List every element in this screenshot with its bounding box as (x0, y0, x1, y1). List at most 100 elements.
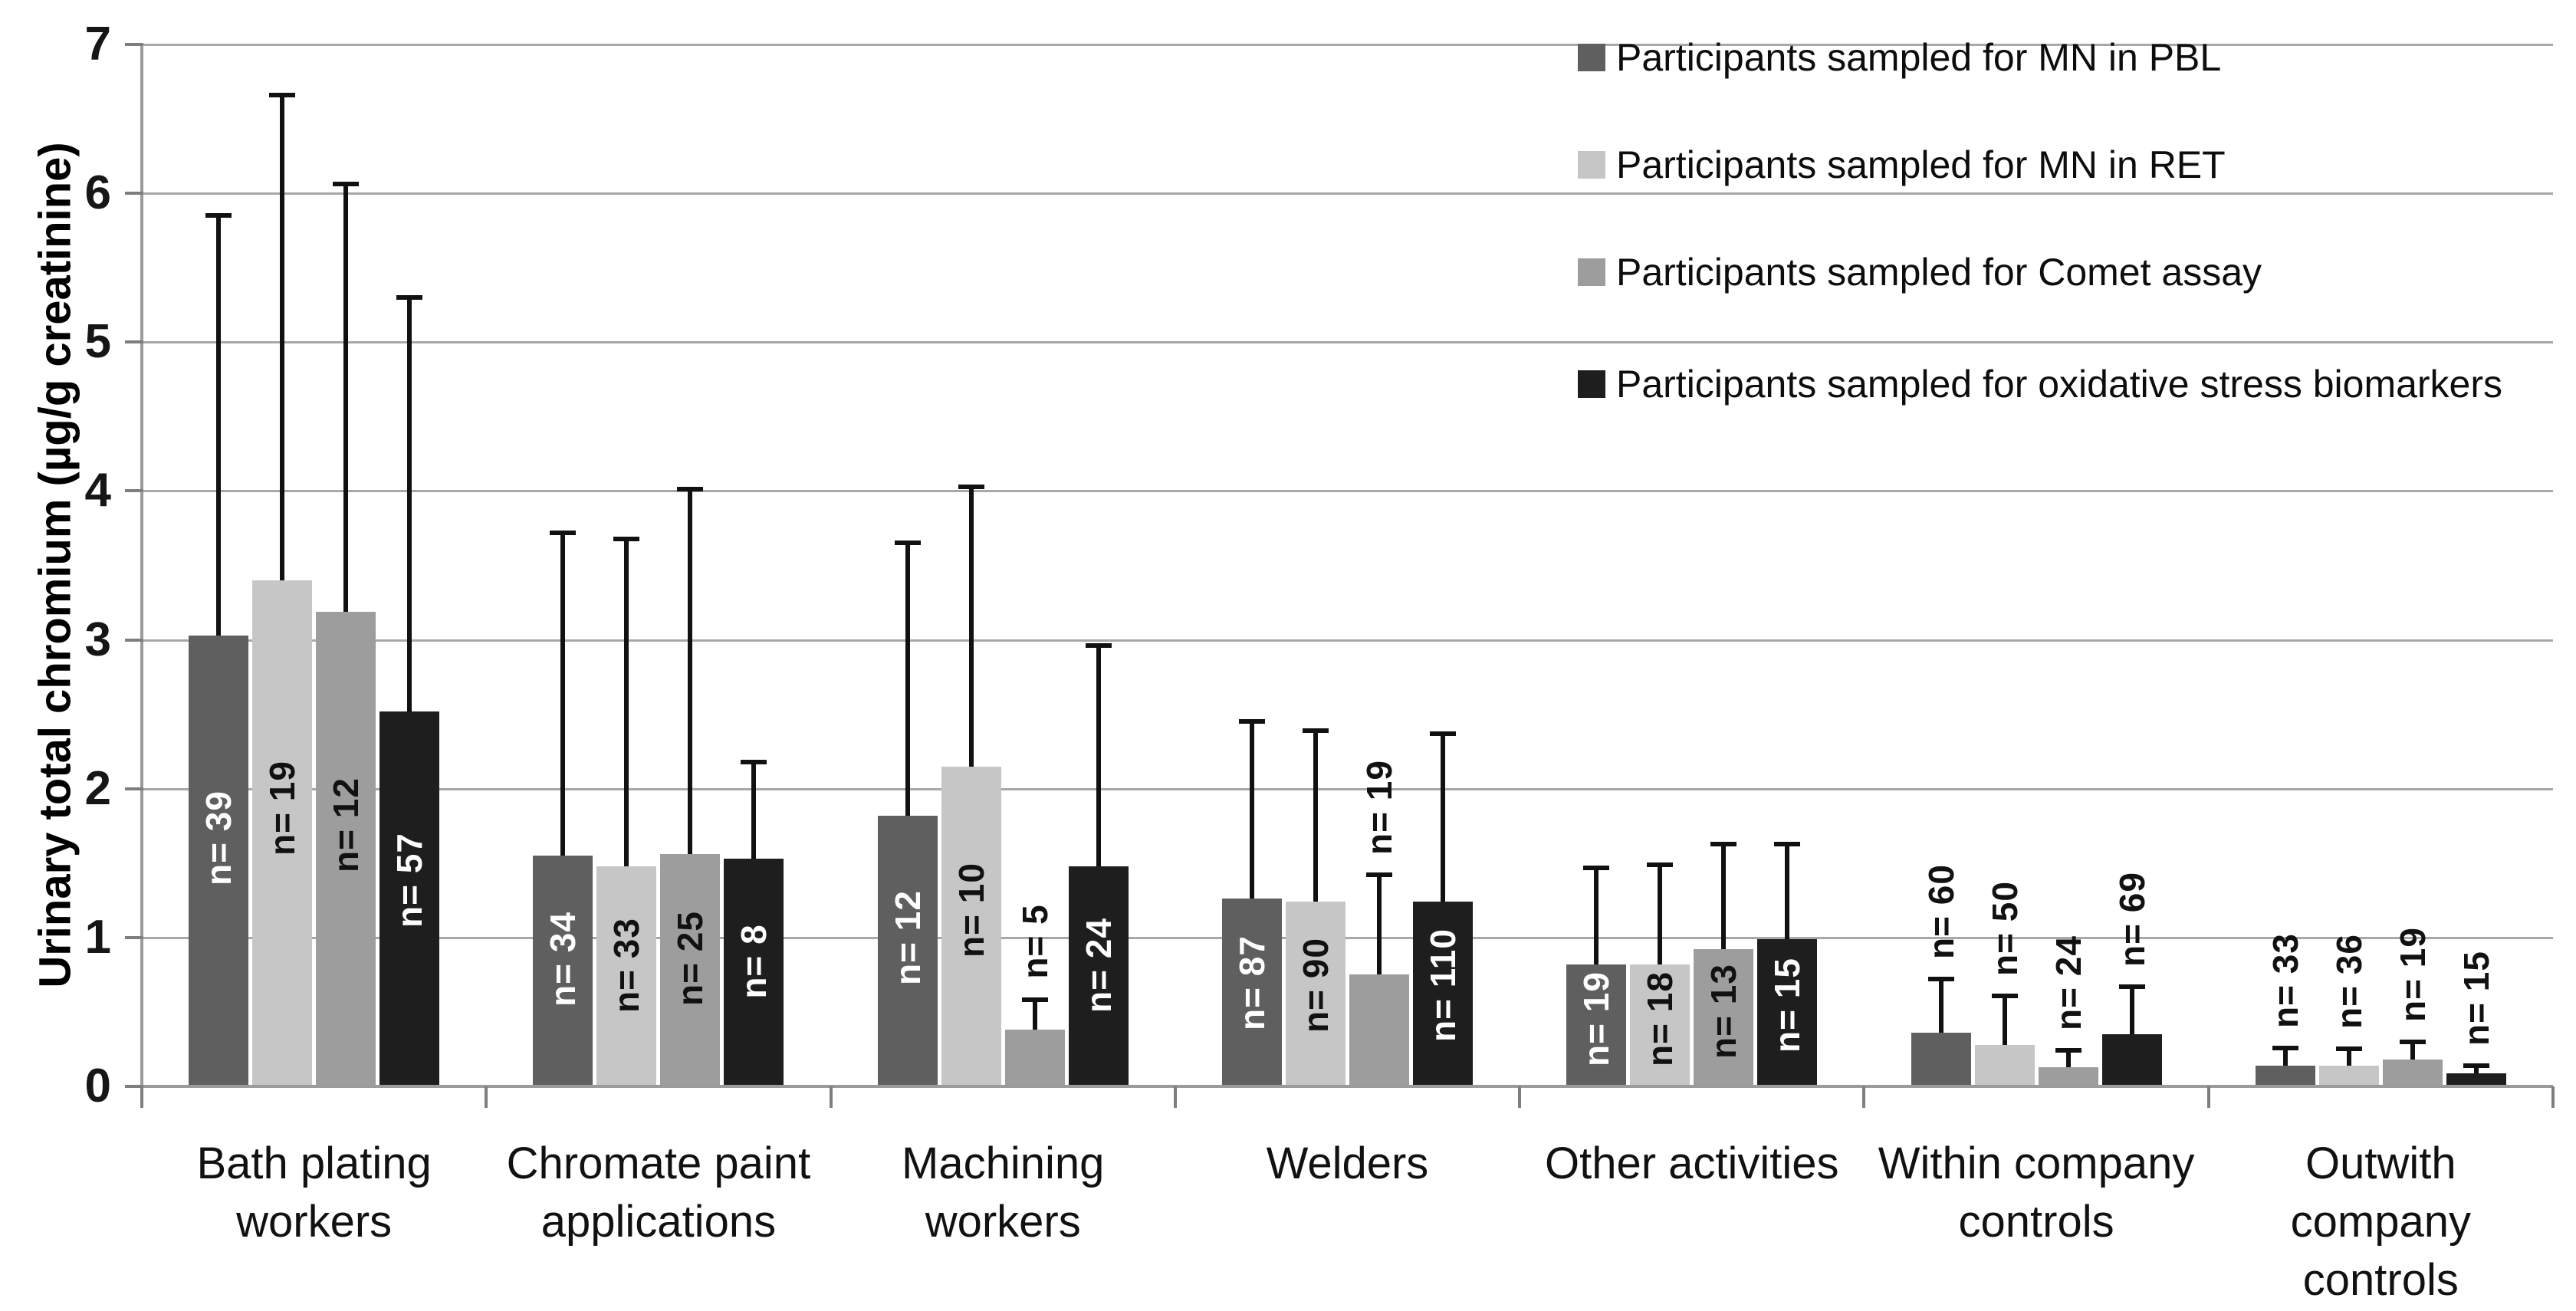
bar (1630, 964, 1691, 1086)
bar (1974, 1044, 2035, 1086)
x-tick (485, 1086, 488, 1108)
error-bar-cap (333, 182, 360, 187)
category-label-line: Welders (1266, 1138, 1429, 1188)
bar-n-label: n= 8 (734, 923, 774, 999)
category-label-line: workers (236, 1197, 393, 1247)
y-tick-label: 0 (84, 1060, 111, 1112)
x-tick (829, 1086, 833, 1108)
bar-n-label: n= 10 (951, 863, 991, 958)
bar (1911, 1033, 1971, 1086)
error-bar-cap (1647, 862, 1674, 867)
x-tick (1518, 1086, 1522, 1108)
bar-n-label: n= 39 (199, 790, 239, 886)
category-label-line: workers (925, 1197, 1081, 1247)
error-bar-line (280, 95, 285, 580)
error-bar-cap (205, 213, 232, 219)
category-label: Welders (1175, 1135, 1520, 1193)
bar (1694, 949, 1754, 1086)
y-tick (125, 787, 143, 790)
category-label-line: applications (540, 1197, 777, 1247)
x-tick (2551, 1086, 2555, 1108)
legend-label: Participants sampled for Comet assay (1616, 251, 2262, 294)
bar-n-label: n= 34 (543, 912, 583, 1007)
error-bar-cap (2055, 1048, 2082, 1053)
category-label: Other activities (1520, 1135, 1864, 1193)
category-label-line: Chromate paint (506, 1138, 811, 1188)
category-label-line: Other activities (1544, 1138, 1839, 1188)
legend-item: Participants sampled for MN in RET (1578, 143, 2226, 187)
category-label-line: Within company (1878, 1138, 2195, 1188)
bar (1222, 899, 1282, 1086)
x-tick (2206, 1086, 2210, 1108)
x-tick (140, 1086, 143, 1108)
legend-swatch-icon (1578, 258, 1605, 286)
category-label-line: company (2290, 1197, 2472, 1247)
error-bar-cap (613, 536, 640, 541)
bar (2101, 1034, 2162, 1086)
bar (2255, 1065, 2315, 1086)
legend-item: Participants sampled for Comet assay (1578, 250, 2262, 294)
bar (2446, 1073, 2506, 1086)
bar-n-label: n= 33 (606, 917, 647, 1013)
error-bar-line (1721, 843, 1727, 950)
error-bar-line (1658, 864, 1663, 964)
error-bar-cap (1366, 872, 1392, 878)
bar (2038, 1066, 2098, 1086)
error-bar-line (2346, 1049, 2351, 1066)
error-bar-line (1377, 875, 1382, 975)
x-axis-line (127, 1085, 2553, 1088)
y-axis-line (140, 43, 143, 1088)
error-bar-cap (396, 295, 423, 301)
bar (189, 635, 249, 1086)
error-bar-cap (958, 484, 984, 489)
bar-n-label: n= 12 (887, 889, 928, 985)
error-bar-line (560, 532, 566, 856)
error-bar-cap (2463, 1063, 2489, 1068)
bar-n-label: n= 33 (2265, 932, 2305, 1028)
category-label-line: controls (1958, 1197, 2114, 1247)
bar-n-label: n= 12 (326, 777, 366, 873)
bar (2318, 1065, 2379, 1086)
error-bar-line (1441, 733, 1445, 902)
bar-n-label: n= 24 (2048, 935, 2088, 1031)
bar-n-label: n= 60 (1921, 864, 1961, 960)
error-bar-cap (2272, 1045, 2298, 1050)
category-label-line: controls (2302, 1255, 2459, 1305)
error-bar-line (343, 184, 349, 612)
error-bar-cap (269, 93, 296, 97)
legend-item: Participants sampled for MN in PBL (1578, 35, 2221, 80)
gridline (142, 490, 2553, 493)
category-label: Outwith company controls (2209, 1135, 2553, 1309)
category-label-line: Bath plating (196, 1138, 432, 1188)
error-bar-line (1785, 843, 1790, 939)
error-bar-cap (1303, 728, 1329, 733)
error-bar-line (2282, 1047, 2288, 1066)
error-bar-line (688, 489, 693, 855)
y-tick-label: 5 (84, 315, 111, 369)
legend-label: Participants sampled for MN in RET (1616, 143, 2226, 186)
y-tick-label: 4 (84, 464, 111, 518)
bar (1004, 1030, 1065, 1086)
gridline (142, 639, 2553, 642)
error-bar-cap (1239, 719, 1265, 724)
y-tick-label: 3 (84, 613, 111, 666)
bar (380, 711, 440, 1086)
error-bar-cap (741, 759, 767, 764)
bar-n-label: n= 25 (670, 911, 711, 1007)
bar-n-label: n= 110 (1423, 928, 1463, 1042)
bar-n-label: n= 36 (2328, 934, 2369, 1030)
bar-n-label: n= 15 (1767, 958, 1808, 1053)
error-bar-cap (1774, 841, 1801, 846)
error-bar-line (1313, 730, 1318, 902)
bar (316, 611, 376, 1086)
legend-item: Participants sampled for oxidative stres… (1578, 362, 2502, 406)
x-tick (1862, 1086, 1866, 1108)
error-bar-line (624, 538, 629, 866)
legend-swatch-icon (1578, 151, 1605, 179)
error-bar-line (968, 486, 974, 767)
y-axis-title: Urinary total chromium (µg/g creatinine) (30, 142, 80, 988)
bar-n-label: n= 19 (262, 760, 303, 856)
bar-n-label: n= 50 (1984, 880, 2025, 976)
error-bar-line (407, 297, 412, 711)
